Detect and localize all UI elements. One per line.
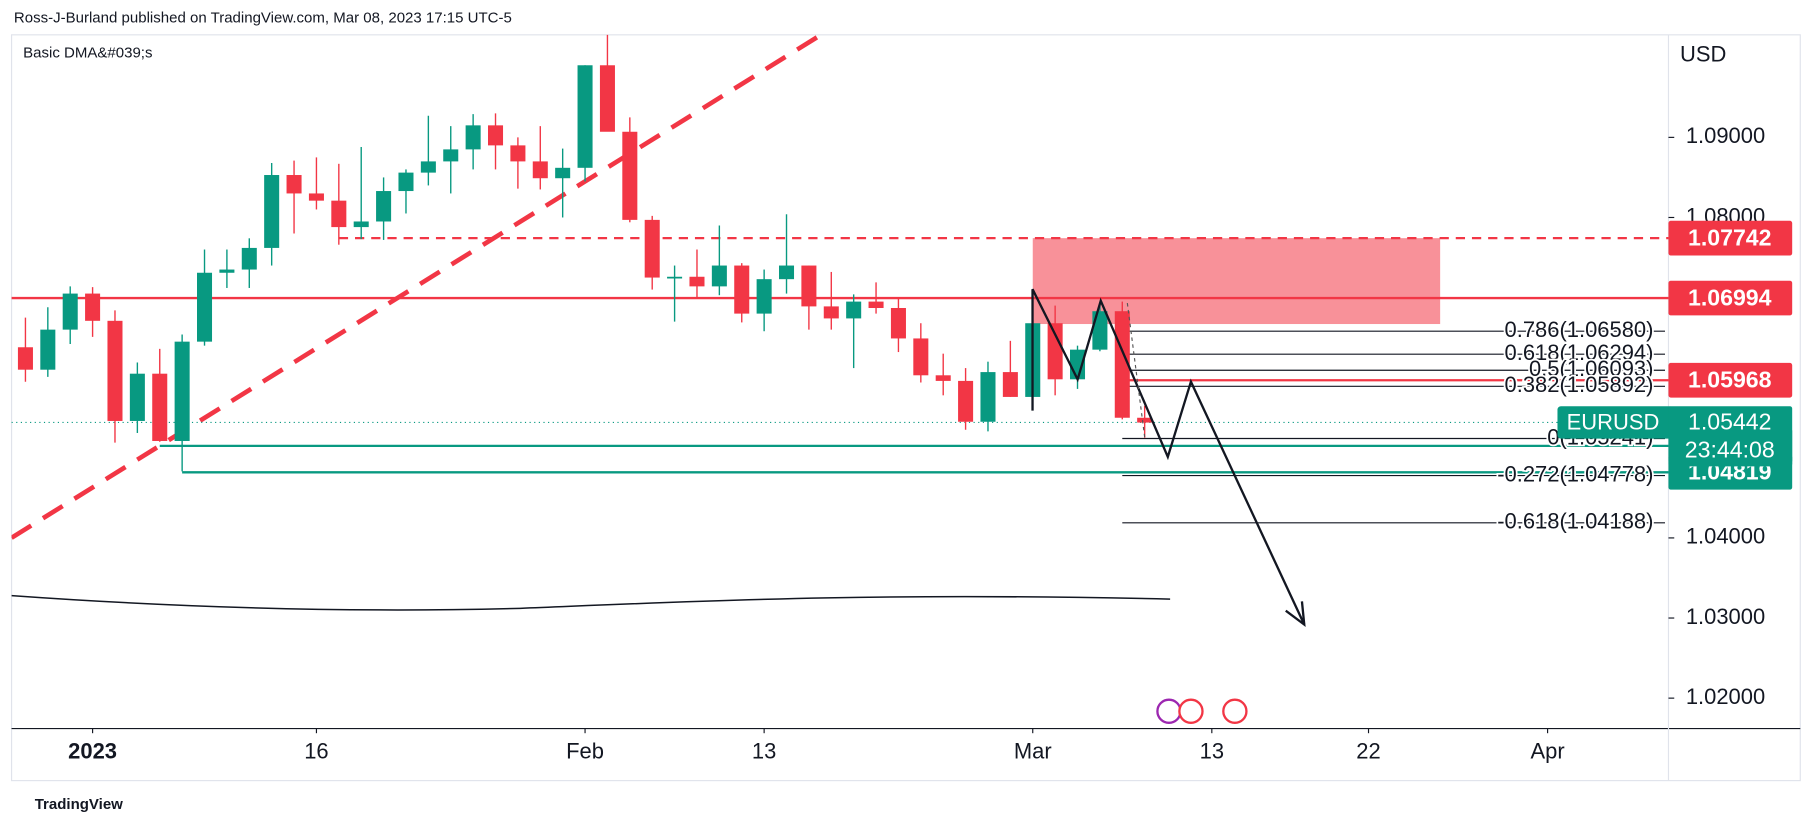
candle-body	[667, 276, 683, 279]
candle-body	[353, 221, 369, 228]
fib-label: -0.272(1.04778)	[1497, 461, 1653, 486]
plot	[11, 34, 1669, 611]
last-price: 1.05442	[1688, 409, 1772, 435]
x-tick-label: 2023	[68, 739, 117, 764]
x-tick-label: 16	[304, 739, 328, 764]
candle-body	[443, 149, 459, 162]
x-tick-label: 13	[1200, 739, 1224, 764]
fib-label: 0.382(1.05892)	[1505, 372, 1654, 397]
candle-body	[1002, 372, 1018, 397]
price-label: 1.06994	[1688, 284, 1772, 310]
arrow-head	[1285, 601, 1306, 628]
candle-body	[756, 279, 772, 314]
candle-body	[577, 65, 593, 168]
candle-body	[913, 338, 929, 376]
candle-body	[1137, 417, 1153, 423]
fib-label: 0.5(1.06093)	[1529, 356, 1654, 381]
footer: TradingView	[35, 796, 123, 813]
trend-line	[11, 34, 823, 540]
event-icon	[1156, 698, 1182, 724]
candle-body	[488, 125, 504, 146]
fib-label: 0.786(1.06580)	[1505, 317, 1654, 342]
candle-body	[107, 320, 123, 421]
candle-body	[1047, 323, 1063, 380]
candle-body	[62, 293, 78, 330]
y-tick-label: 1.04000	[1686, 524, 1765, 549]
supply-zone	[1032, 238, 1441, 325]
candle-body	[17, 347, 33, 370]
candle-body	[644, 219, 660, 278]
candle-body	[599, 65, 615, 132]
fib-label: -0.618(1.04188)	[1497, 509, 1653, 534]
candle-body	[510, 145, 526, 162]
candle-body	[711, 265, 727, 287]
projection-path	[1031, 288, 1306, 626]
frame	[10, 34, 1801, 782]
countdown: 23:44:08	[1685, 436, 1775, 462]
candle-body	[264, 175, 280, 248]
fib-anchor	[1126, 303, 1146, 438]
candle-body	[689, 276, 705, 287]
candle-body	[555, 167, 571, 179]
last-symbol-box	[1557, 406, 1674, 439]
moving-average	[11, 594, 1171, 611]
x-tick-label: Mar	[1014, 739, 1052, 764]
price-label-box	[1668, 220, 1793, 256]
candle-body	[980, 372, 996, 422]
last-price-box	[1668, 406, 1793, 467]
candle-body	[801, 265, 817, 307]
price-label-box	[1668, 362, 1793, 398]
candle-body	[622, 131, 638, 220]
candle-body	[129, 373, 145, 421]
candle-body	[85, 293, 101, 321]
candle-body	[465, 125, 481, 150]
header: Ross-J-Burland published on TradingView.…	[14, 10, 512, 27]
candle-body	[286, 175, 302, 194]
candle-body	[1092, 311, 1108, 350]
currency: USD	[1680, 41, 1726, 66]
candle-body	[868, 301, 884, 309]
candle-body	[420, 161, 436, 173]
y-tick-label: 1.03000	[1686, 604, 1765, 629]
candle-body	[174, 341, 190, 441]
candle-body	[241, 247, 257, 270]
candle-body	[779, 265, 795, 280]
x-tick-label: 22	[1356, 739, 1380, 764]
event-icon	[1222, 698, 1248, 724]
price-label: 1.05968	[1688, 367, 1772, 393]
candle-body	[935, 375, 951, 381]
candle-body	[846, 301, 862, 319]
candle-body	[890, 308, 906, 339]
candle-body	[331, 200, 347, 228]
x-tick-label: 13	[752, 739, 776, 764]
drawings	[1031, 288, 1306, 724]
x-tick-label: Apr	[1531, 739, 1565, 764]
candle-body	[197, 272, 213, 342]
candle-body	[958, 380, 974, 422]
price-label: 1.07742	[1688, 224, 1772, 250]
x-tick-label: Feb	[566, 739, 604, 764]
event-icon	[1178, 698, 1204, 724]
candle-body	[308, 193, 324, 201]
candle-body	[532, 161, 548, 179]
last-symbol: EURUSD	[1567, 409, 1660, 434]
indicator-label: Basic DMA&#039;s	[23, 44, 152, 61]
candle-body	[734, 265, 750, 314]
price-label-box	[1668, 280, 1793, 316]
y-tick-label: 1.09000	[1686, 123, 1765, 148]
candle-body	[823, 306, 839, 319]
candle-body	[40, 329, 56, 370]
candle-body	[376, 191, 392, 222]
candle-body	[219, 269, 235, 273]
candle-body	[1114, 311, 1130, 418]
y-tick-label: 1.02000	[1686, 684, 1765, 709]
fib-label: 0.618(1.06294)	[1505, 340, 1654, 365]
candle-body	[152, 373, 168, 441]
candle-body	[398, 172, 414, 192]
